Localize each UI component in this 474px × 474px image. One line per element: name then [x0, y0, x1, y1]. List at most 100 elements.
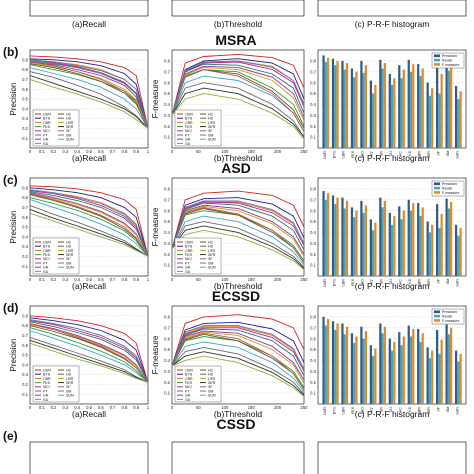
legend-swatch — [434, 182, 440, 186]
legend-label: MCI — [43, 385, 50, 389]
legend-label: Recall — [442, 187, 452, 191]
x-tick-label: 0.3 — [62, 149, 68, 154]
series-line-sf — [171, 69, 305, 132]
bar-precision-cbr — [341, 60, 344, 148]
bar-recall-bys — [334, 204, 337, 276]
x-tick-label: 0.1 — [39, 149, 45, 154]
x-tick-label: 0.4 — [74, 277, 80, 282]
series-line-sun — [171, 229, 305, 270]
series-line-bys — [171, 197, 305, 249]
y-tick-label: 0.4 — [310, 358, 316, 363]
bar-recall-sf — [438, 353, 441, 404]
series-line-hs — [171, 202, 305, 251]
bar-recall-sun — [457, 99, 460, 148]
series-line-our — [29, 185, 149, 257]
legend-label: HS — [66, 373, 72, 377]
category-label: SER — [427, 279, 431, 287]
y-tick-label: 0.1 — [22, 136, 28, 141]
bar-f-measure-cbr — [345, 63, 349, 148]
legend-label: FT — [185, 389, 190, 393]
dataset-title-cssd: CSSD — [217, 416, 256, 432]
legend-swatch — [434, 58, 440, 62]
legend-label: HS — [208, 373, 214, 377]
y-tick-label: 0.4 — [164, 102, 170, 107]
y-tick-label: 0.8 — [164, 314, 170, 319]
series-line-ser — [29, 75, 149, 129]
dataset-title-msra: MSRA — [215, 32, 256, 48]
y-tick-label: 0.8 — [22, 67, 28, 72]
bar-f-measure-mci — [364, 205, 368, 276]
category-label: CBR — [342, 151, 346, 159]
legend-label: OUR — [185, 112, 193, 116]
ecssd-panel-3: 0.1 0.2 0.3 0.4 0.5 0.6 0.7 0.8 OUR BYS CBR FES MCI F… — [310, 305, 467, 419]
bar-f-measure-sun — [459, 353, 462, 404]
bottom-histogram-frame — [317, 441, 467, 474]
legend-swatch — [434, 310, 440, 314]
bar-f-measure-lrr — [421, 68, 424, 148]
series-line-sun — [171, 355, 305, 397]
y-tick-label: 0.4 — [22, 234, 28, 239]
bar-f-measure-our — [326, 57, 330, 149]
y-tick-label: 0.8 — [164, 186, 170, 191]
top-histogram-caption: (c) P-R-F histogram — [355, 19, 430, 29]
y-tick-label: 0.8 — [164, 58, 170, 63]
legend-swatch — [434, 319, 440, 322]
bar-f-measure-sm — [449, 201, 453, 276]
category-label: FES — [351, 150, 355, 158]
legend-swatch — [434, 54, 440, 58]
y-tick-label: 0.3 — [164, 369, 170, 374]
legend-label: FES — [185, 125, 193, 129]
bar-f-measure-gu — [393, 78, 396, 148]
legend-label: F-measure — [442, 191, 459, 195]
bar-f-measure-ser — [431, 224, 434, 276]
top-histogram-frame — [317, 0, 467, 17]
x-tick-label: 0.2 — [51, 149, 57, 154]
bar-recall-our — [324, 61, 327, 149]
bar-f-measure-our — [326, 193, 330, 276]
y-tick-label: 0.5 — [310, 91, 316, 96]
bar-precision-ft — [369, 80, 372, 148]
legend-label: GU — [185, 142, 191, 146]
category-label: CBR — [342, 407, 346, 415]
y-tick-label: 0.5 — [164, 219, 170, 224]
legend-label: SF — [208, 385, 213, 389]
x-tick-label: 150 — [248, 277, 256, 282]
category-label: LRR — [417, 279, 421, 287]
bar-precision-gr — [379, 197, 382, 276]
x-tick-label: 0.5 — [86, 277, 92, 282]
y-tick-label: 0.5 — [310, 219, 316, 224]
y-tick-label: 0.8 — [22, 195, 28, 200]
category-label: GU — [389, 407, 393, 413]
bar-recall-sun — [457, 361, 460, 404]
y-tick-label: 0.1 — [164, 391, 170, 396]
y-tick-label: 0.1 — [310, 263, 316, 268]
category-label: HC — [399, 407, 403, 413]
bar-f-measure-ft — [374, 84, 377, 148]
legend-label: HC — [66, 368, 72, 372]
legend-label: F-measure — [442, 319, 459, 323]
legend-label: BYS — [43, 373, 51, 377]
legend-label: F-measure — [442, 63, 459, 67]
ecssd-panel-1: 0.1 0.2 0.3 0.4 0.5 0.6 0.7 0.8 0.9 0 0.1 0.2 0.3 0.4… — [9, 305, 150, 419]
bar-recall-lrr — [419, 216, 422, 276]
y-axis-label: F-measure — [151, 207, 160, 246]
bar-precision-lrr — [417, 64, 420, 148]
legend-label: FES — [185, 253, 193, 257]
legend-label: LRR — [208, 121, 216, 125]
legend-label: LRR — [66, 377, 74, 381]
top-threshold-frame — [171, 0, 305, 17]
top-strip: (a)Recall (b)Threshold (c) P-R-F histogr… — [29, 0, 467, 29]
legend-box — [174, 365, 222, 403]
bar-recall-sf — [438, 228, 441, 276]
x-tick-label: 0.8 — [121, 149, 127, 154]
legend-label: BYS — [185, 373, 193, 377]
category-label: SM — [446, 279, 450, 284]
x-tick-label: 250 — [301, 149, 309, 154]
bar-f-measure-gr — [383, 200, 386, 276]
legend-label: SF — [66, 385, 71, 389]
legend-label: CBR — [43, 121, 51, 125]
y-tick-label: 0.8 — [310, 186, 316, 191]
dataset-title-ecssd: ECSSD — [212, 288, 260, 304]
bar-recall-cbr — [343, 334, 346, 404]
